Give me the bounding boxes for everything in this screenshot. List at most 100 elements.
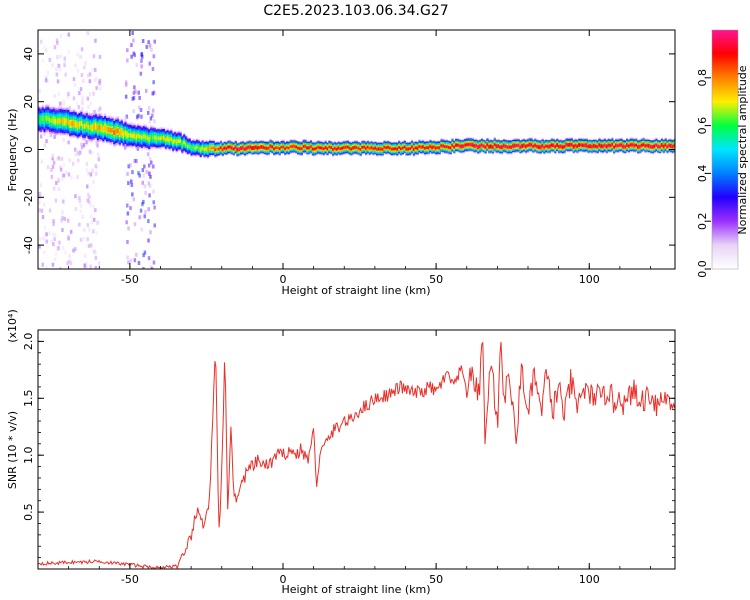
- y-tick-label: 2.0: [22, 333, 35, 351]
- ridge-cell: [379, 147, 382, 151]
- noise-cell: [137, 90, 140, 95]
- noise-cell: [59, 101, 62, 106]
- noise-cell: [80, 100, 84, 105]
- ridge-cell: [642, 143, 645, 146]
- x-tick-label: -50: [121, 573, 139, 586]
- ridge-cell: [96, 126, 99, 131]
- ridge-cell: [240, 147, 243, 150]
- noise-cell: [67, 140, 70, 145]
- noise-cell: [88, 200, 91, 205]
- ridge-cell: [602, 145, 605, 148]
- noise-cell: [61, 210, 64, 215]
- ridge-cell: [63, 119, 66, 125]
- noise-cell: [64, 72, 67, 77]
- ridge-cell: [381, 148, 384, 151]
- noise-cell: [59, 54, 62, 59]
- noise-cell: [137, 261, 141, 265]
- ridge-cell: [541, 144, 544, 147]
- noise-cell: [140, 227, 143, 232]
- ridge-cell: [398, 146, 401, 149]
- noise-cell: [151, 91, 154, 96]
- noise-cell: [44, 78, 48, 83]
- noise-cell: [83, 227, 86, 232]
- ridge-cell: [223, 146, 226, 150]
- ridge-cell: [78, 122, 81, 128]
- noise-cell: [60, 218, 63, 223]
- ridge-cell: [190, 146, 193, 150]
- ridge-cell: [411, 145, 414, 149]
- ridge-cell: [350, 147, 353, 151]
- ridge-cell: [574, 144, 577, 147]
- ridge-cell: [219, 146, 223, 149]
- ridge-cell: [556, 143, 559, 147]
- noise-cell: [147, 256, 151, 261]
- ridge-cell: [126, 132, 129, 138]
- ridge-cell: [107, 127, 110, 132]
- ridge-cell: [493, 143, 496, 146]
- noise-cell: [88, 149, 92, 154]
- ridge-cell: [389, 146, 392, 150]
- noise-cell: [77, 105, 81, 110]
- ridge-cell: [161, 136, 164, 140]
- ridge-cell: [76, 123, 79, 129]
- noise-cell: [51, 153, 55, 158]
- noise-cell: [59, 34, 63, 38]
- noise-cell: [64, 250, 67, 255]
- noise-cell: [74, 63, 77, 68]
- noise-cell: [68, 254, 71, 258]
- ridge-cell: [317, 146, 320, 149]
- noise-cell: [99, 86, 102, 91]
- noise-cell: [149, 174, 152, 179]
- spectrogram-y-ticks: -40 -20 0 20 40: [22, 47, 675, 254]
- ridge-cell: [335, 148, 338, 151]
- ridge-cell: [576, 145, 579, 148]
- ridge-cell: [550, 144, 553, 147]
- ridge-cell: [532, 145, 535, 148]
- noise-cell: [125, 220, 128, 225]
- x-tick-label: 50: [429, 273, 443, 286]
- x-tick-label: 100: [579, 573, 600, 586]
- ridge-cell: [482, 144, 485, 148]
- noise-cell: [126, 211, 130, 216]
- ridge-cell: [333, 147, 336, 150]
- ridge-cell: [315, 147, 318, 150]
- ridge-cell: [104, 125, 107, 131]
- noise-cell: [95, 76, 98, 81]
- noise-cell: [78, 199, 82, 204]
- noise-cell: [126, 203, 129, 208]
- ridge-cell: [348, 147, 351, 150]
- ridge-cell: [563, 145, 566, 148]
- noise-cell: [151, 108, 155, 113]
- ridge-cell: [343, 146, 346, 149]
- noise-cell: [54, 257, 57, 262]
- noise-cell: [132, 123, 135, 128]
- noise-cell: [86, 184, 89, 189]
- noise-cell: [149, 230, 152, 235]
- ridge-cell: [662, 145, 665, 148]
- ridge-cell: [332, 148, 335, 151]
- noise-cell: [83, 264, 86, 269]
- ridge-cell: [260, 145, 263, 149]
- noise-cell: [146, 152, 150, 157]
- ridge-cell: [418, 145, 421, 148]
- noise-cell: [48, 231, 51, 236]
- noise-cell: [141, 39, 145, 43]
- noise-cell: [95, 86, 98, 90]
- noise-cell: [80, 47, 84, 52]
- noise-cell: [99, 106, 102, 111]
- ridge-cell: [561, 146, 564, 149]
- ridge-cell: [271, 145, 274, 149]
- ridge-cell: [122, 132, 125, 137]
- ridge-cell: [52, 117, 55, 123]
- noise-cell: [57, 177, 60, 182]
- ridge-cell: [524, 145, 528, 148]
- noise-cell: [45, 139, 48, 144]
- y-tick-label: 0.5: [22, 503, 35, 521]
- ridge-cell: [528, 143, 531, 146]
- noise-cell: [66, 261, 69, 266]
- noise-cell: [80, 54, 83, 59]
- ridge-cell: [655, 143, 658, 147]
- ridge-cell: [71, 121, 74, 127]
- noise-cell: [132, 109, 135, 114]
